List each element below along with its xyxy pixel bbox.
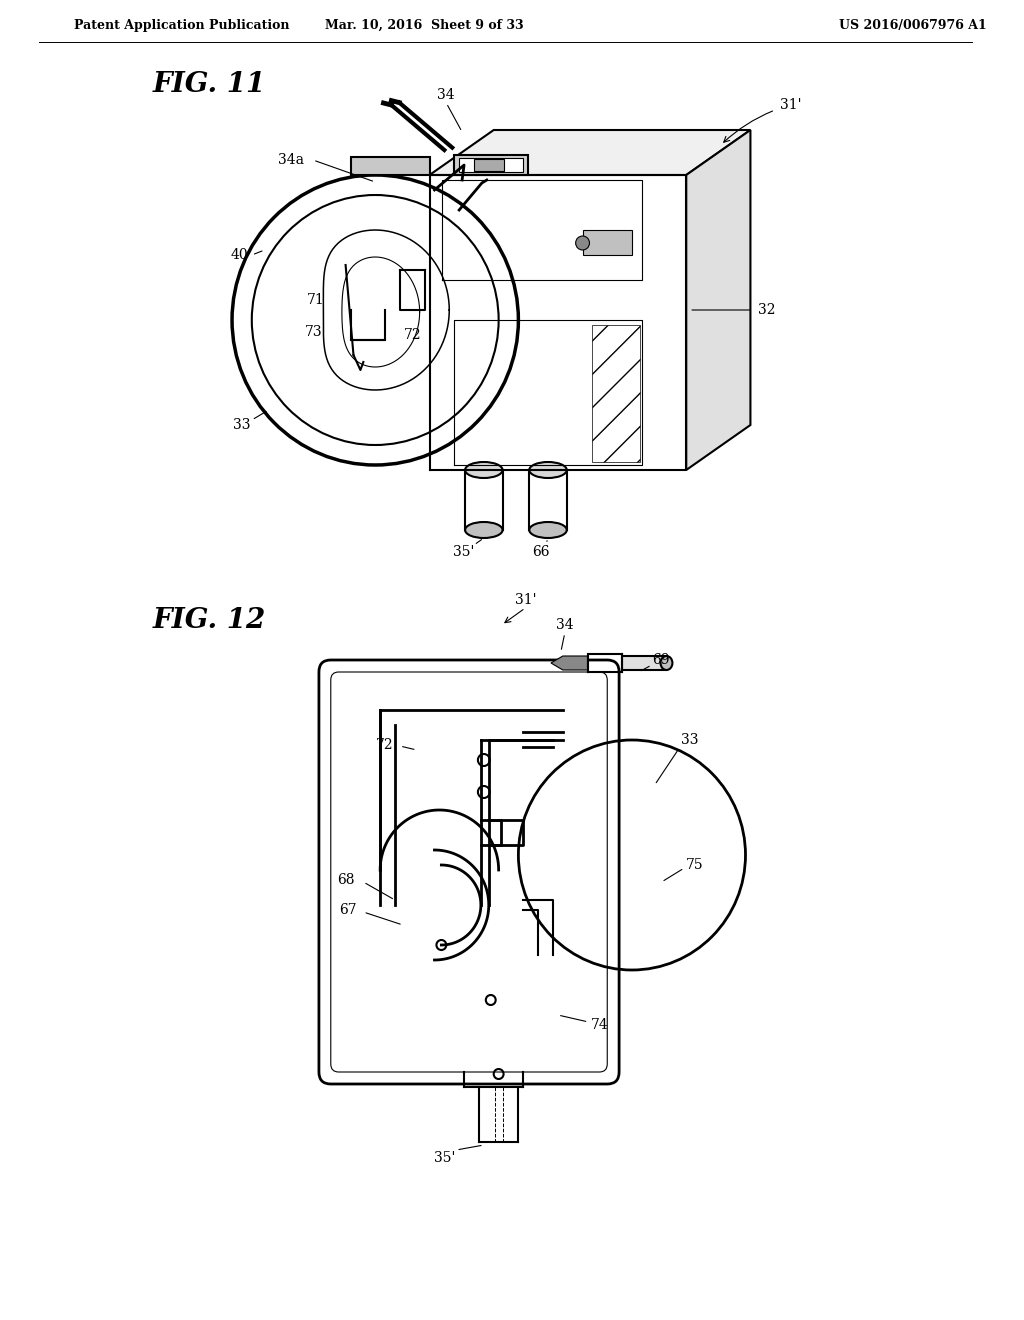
Ellipse shape — [660, 656, 673, 671]
Bar — [622, 656, 667, 671]
Bar — [455, 154, 528, 176]
Text: 35': 35' — [454, 545, 475, 558]
Text: 71: 71 — [307, 293, 325, 308]
Text: 73: 73 — [305, 325, 323, 339]
Text: 74: 74 — [591, 1018, 608, 1032]
Bar — [459, 158, 523, 172]
FancyBboxPatch shape — [318, 660, 620, 1084]
Bar — [474, 158, 504, 172]
Text: 33: 33 — [681, 733, 698, 747]
Bar — [593, 325, 640, 462]
Text: 33: 33 — [233, 418, 251, 432]
Bar — [583, 230, 632, 255]
Text: Mar. 10, 2016  Sheet 9 of 33: Mar. 10, 2016 Sheet 9 of 33 — [326, 18, 524, 32]
Text: 72: 72 — [376, 738, 394, 752]
Text: 34a: 34a — [279, 153, 304, 168]
Text: 31': 31' — [514, 593, 536, 607]
Text: US 2016/0067976 A1: US 2016/0067976 A1 — [840, 18, 987, 32]
Text: 32: 32 — [759, 304, 776, 317]
Text: 67: 67 — [339, 903, 356, 917]
Text: 35': 35' — [433, 1151, 455, 1166]
Text: 69: 69 — [651, 653, 670, 667]
Bar — [350, 157, 429, 176]
Polygon shape — [429, 129, 751, 176]
Text: 75: 75 — [686, 858, 703, 873]
Ellipse shape — [529, 462, 566, 478]
Ellipse shape — [529, 521, 566, 539]
Text: 66: 66 — [532, 545, 550, 558]
Text: FIG. 11: FIG. 11 — [153, 71, 266, 99]
Text: 34: 34 — [556, 618, 573, 632]
FancyBboxPatch shape — [331, 672, 607, 1072]
Text: 68: 68 — [337, 873, 354, 887]
Text: 34: 34 — [437, 88, 455, 102]
Text: FIG. 12: FIG. 12 — [153, 606, 266, 634]
FancyArrow shape — [551, 656, 588, 671]
Ellipse shape — [465, 521, 503, 539]
Text: 72: 72 — [403, 327, 422, 342]
Text: 40: 40 — [230, 248, 248, 261]
Polygon shape — [686, 129, 751, 470]
Text: Patent Application Publication: Patent Application Publication — [74, 18, 290, 32]
Text: 31': 31' — [780, 98, 802, 112]
Ellipse shape — [575, 236, 590, 249]
Ellipse shape — [465, 462, 503, 478]
